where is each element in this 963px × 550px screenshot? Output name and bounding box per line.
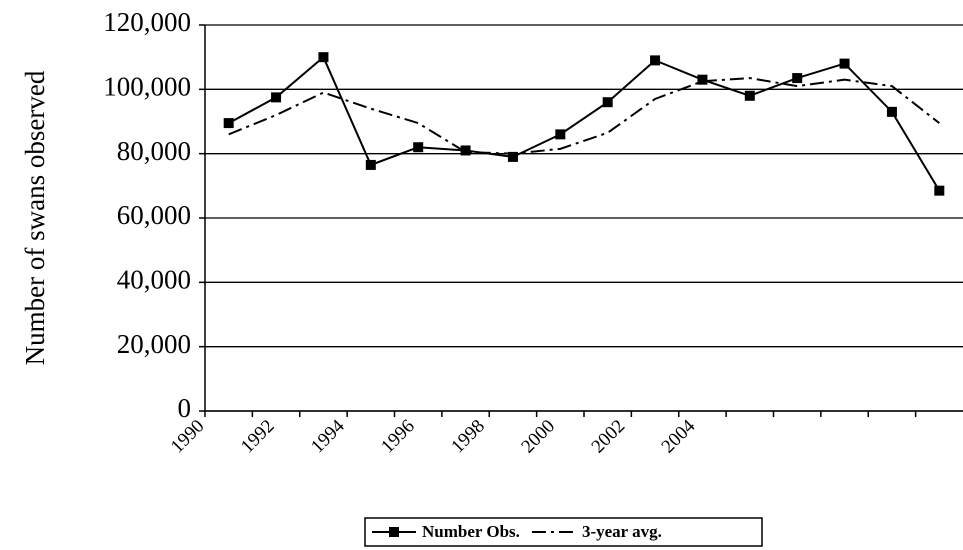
marker bbox=[886, 106, 897, 117]
series-line bbox=[228, 77, 940, 155]
x-tick-label: 2000 bbox=[517, 416, 559, 458]
marker bbox=[934, 185, 945, 196]
y-tick-label: 0 bbox=[178, 393, 192, 423]
marker bbox=[223, 118, 234, 129]
series-line bbox=[228, 55, 941, 192]
x-tick-label: 1994 bbox=[307, 415, 349, 457]
y-tick-label: 60,000 bbox=[117, 200, 191, 230]
marker bbox=[507, 151, 518, 162]
marker bbox=[744, 90, 755, 101]
y-tick-label: 20,000 bbox=[117, 329, 191, 359]
y-tick-label: 100,000 bbox=[103, 72, 191, 102]
marker bbox=[697, 74, 708, 85]
y-tick-label: 80,000 bbox=[117, 136, 191, 166]
x-tick-label: 2004 bbox=[658, 415, 700, 457]
x-tick-label: 1992 bbox=[237, 416, 279, 458]
legend-marker bbox=[389, 527, 399, 537]
marker bbox=[413, 142, 424, 153]
marker bbox=[318, 52, 329, 63]
y-axis-label: Number of swans observed bbox=[20, 70, 50, 365]
y-tick-label: 40,000 bbox=[117, 265, 191, 295]
x-tick-label: 1996 bbox=[377, 416, 419, 458]
marker bbox=[365, 159, 376, 170]
x-tick-label: 1998 bbox=[447, 416, 489, 458]
marker bbox=[792, 73, 803, 84]
legend-label: Number Obs. bbox=[422, 522, 520, 541]
marker bbox=[839, 58, 850, 69]
legend: Number Obs. 3-year avg. bbox=[364, 517, 763, 547]
x-tick-label: 2002 bbox=[588, 416, 630, 458]
y-tick-label: 120,000 bbox=[103, 7, 191, 37]
marker bbox=[602, 97, 613, 108]
x-tick-label: 1990 bbox=[167, 416, 209, 458]
legend-label: 3-year avg. bbox=[582, 522, 662, 541]
marker bbox=[555, 129, 566, 140]
marker bbox=[650, 55, 661, 66]
marker bbox=[271, 92, 282, 103]
marker bbox=[460, 145, 471, 156]
